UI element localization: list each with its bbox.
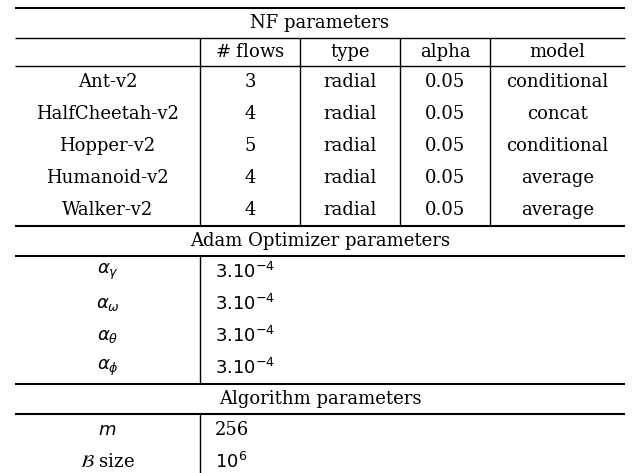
Text: 256: 256 [215, 421, 249, 439]
Text: conditional: conditional [506, 73, 609, 91]
Text: radial: radial [323, 201, 377, 219]
Text: Walker-v2: Walker-v2 [62, 201, 153, 219]
Text: radial: radial [323, 169, 377, 187]
Text: average: average [521, 201, 594, 219]
Text: $\alpha_{\phi}$: $\alpha_{\phi}$ [97, 358, 118, 378]
Text: 0.05: 0.05 [425, 201, 465, 219]
Text: $3.10^{-4}$: $3.10^{-4}$ [215, 358, 275, 378]
Text: radial: radial [323, 137, 377, 155]
Text: type: type [330, 43, 370, 61]
Text: 5: 5 [244, 137, 256, 155]
Text: $10^6$: $10^6$ [215, 452, 247, 472]
Text: HalfCheetah-v2: HalfCheetah-v2 [36, 105, 179, 123]
Text: NF parameters: NF parameters [250, 14, 390, 32]
Text: Adam Optimizer parameters: Adam Optimizer parameters [190, 232, 450, 250]
Text: 4: 4 [244, 169, 256, 187]
Text: conditional: conditional [506, 137, 609, 155]
Text: radial: radial [323, 73, 377, 91]
Text: Humanoid-v2: Humanoid-v2 [46, 169, 169, 187]
Text: average: average [521, 169, 594, 187]
Text: alpha: alpha [420, 43, 470, 61]
Text: Algorithm parameters: Algorithm parameters [219, 390, 421, 408]
Text: $3.10^{-4}$: $3.10^{-4}$ [215, 326, 275, 346]
Text: 0.05: 0.05 [425, 73, 465, 91]
Text: 0.05: 0.05 [425, 169, 465, 187]
Text: radial: radial [323, 105, 377, 123]
Text: Ant-v2: Ant-v2 [77, 73, 137, 91]
Text: $\alpha_{\gamma}$: $\alpha_{\gamma}$ [97, 262, 118, 282]
Text: Hopper-v2: Hopper-v2 [60, 137, 156, 155]
Text: $m$: $m$ [99, 421, 116, 439]
Text: $3.10^{-4}$: $3.10^{-4}$ [215, 294, 275, 314]
Text: $3.10^{-4}$: $3.10^{-4}$ [215, 262, 275, 282]
Text: $\mathcal{B}$ size: $\mathcal{B}$ size [80, 453, 135, 471]
Text: $\alpha_{\omega}$: $\alpha_{\omega}$ [95, 295, 120, 313]
Text: 4: 4 [244, 201, 256, 219]
Text: 0.05: 0.05 [425, 105, 465, 123]
Text: $\alpha_{\theta}$: $\alpha_{\theta}$ [97, 327, 118, 345]
Text: $\#$ flows: $\#$ flows [215, 43, 285, 61]
Text: 4: 4 [244, 105, 256, 123]
Text: concat: concat [527, 105, 588, 123]
Text: 3: 3 [244, 73, 256, 91]
Text: model: model [529, 43, 586, 61]
Text: 0.05: 0.05 [425, 137, 465, 155]
